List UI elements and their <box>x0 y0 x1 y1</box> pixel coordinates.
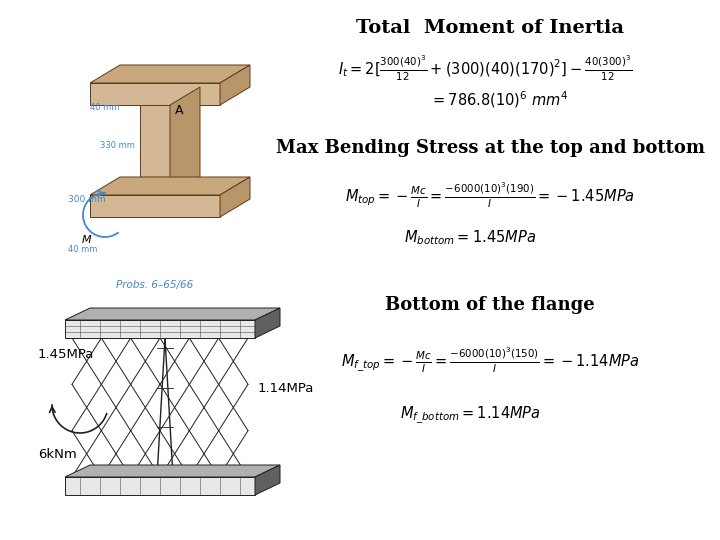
Polygon shape <box>220 65 250 105</box>
Text: $M_{f\_bottom} = 1.14MPa$: $M_{f\_bottom} = 1.14MPa$ <box>400 404 541 426</box>
Text: 300 mm: 300 mm <box>68 195 106 205</box>
Text: 40 mm: 40 mm <box>68 246 97 254</box>
Text: 1.45MPa: 1.45MPa <box>38 348 94 361</box>
Polygon shape <box>220 177 250 217</box>
Text: $M_{top} = -\frac{Mc}{I} = \frac{-6000(10)^3(190)}{I} = -1.45MPa$: $M_{top} = -\frac{Mc}{I} = \frac{-6000(1… <box>345 180 635 210</box>
Polygon shape <box>255 308 280 338</box>
Text: Max Bending Stress at the top and bottom: Max Bending Stress at the top and bottom <box>276 139 704 157</box>
Text: 330 mm: 330 mm <box>100 140 135 150</box>
Text: 40 mm: 40 mm <box>90 104 120 112</box>
Polygon shape <box>90 83 220 105</box>
Polygon shape <box>65 477 255 495</box>
Polygon shape <box>65 320 255 338</box>
Text: $= 786.8(10)^6\ mm^4$: $= 786.8(10)^6\ mm^4$ <box>430 90 569 110</box>
Polygon shape <box>65 308 280 320</box>
Text: Bottom of the flange: Bottom of the flange <box>385 296 595 314</box>
Text: A: A <box>175 104 184 117</box>
Text: $M_{f\_top} = -\frac{Mc}{I} = \frac{-6000(10)^3(150)}{I} = -1.14MPa$: $M_{f\_top} = -\frac{Mc}{I} = \frac{-600… <box>341 345 639 375</box>
Text: Probs. 6–65/66: Probs. 6–65/66 <box>117 280 194 290</box>
Polygon shape <box>90 195 220 217</box>
Polygon shape <box>140 105 170 195</box>
Text: $I_t = 2[\frac{300(40)^3}{12} + (300)(40)(170)^2] - \frac{40(300)^3}{12}$: $I_t = 2[\frac{300(40)^3}{12} + (300)(40… <box>338 53 632 83</box>
Polygon shape <box>90 177 250 195</box>
Text: 1.14MPa: 1.14MPa <box>258 381 315 395</box>
Polygon shape <box>90 65 250 83</box>
Polygon shape <box>170 87 200 195</box>
Text: Total  Moment of Inertia: Total Moment of Inertia <box>356 19 624 37</box>
Text: 6kNm: 6kNm <box>38 449 77 462</box>
Polygon shape <box>65 465 280 477</box>
Polygon shape <box>255 465 280 495</box>
Text: $M_{bottom} = 1.45MPa$: $M_{bottom} = 1.45MPa$ <box>404 228 536 247</box>
Text: M: M <box>82 235 91 245</box>
